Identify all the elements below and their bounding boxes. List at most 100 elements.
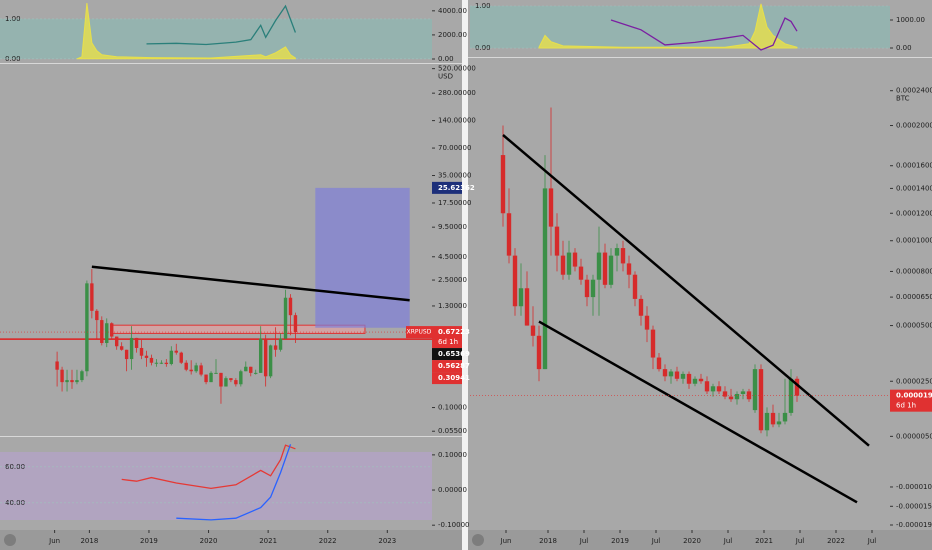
candle-body [144,355,149,358]
candle-body [680,373,686,379]
candle-body [139,347,144,356]
candle-body [530,325,536,336]
price-label-box [432,326,462,349]
x-tick-label: 2023 [378,537,396,545]
candle-body [542,188,548,370]
candle-body [746,391,752,400]
candle-body [698,378,704,382]
candle-body [75,380,79,383]
candle-body [258,338,263,373]
candle-body [506,213,512,256]
candle-body [536,335,542,370]
x-tick-label: Jul [579,537,589,545]
x-tick-label: Jul [795,537,805,545]
candle-body [632,274,638,299]
pane-axis-label: 1000.00 [896,16,925,24]
candle-body [638,298,644,316]
candle-body [244,366,248,372]
pane-axis-label: 4000.00 [438,7,467,15]
indicator-area [538,3,798,49]
symbol-label-box [406,326,432,339]
y-tick-label: 2.50000 [438,276,467,284]
candle-body [129,337,134,360]
x-tick-label: Jul [651,537,661,545]
candle-body [686,373,692,384]
x-tick-label: 2022 [319,537,337,545]
nav-icon[interactable] [4,534,16,546]
candle-body [194,365,198,372]
candle-body [590,279,596,298]
candle-body [70,380,74,383]
candle-body [620,248,626,264]
candle-body [80,371,84,381]
price-countdown: 6d 1h [438,338,458,346]
indicator-band [0,18,432,59]
pane-tick-label: 40.00 [5,499,25,507]
y-tick-label: 1.30000 [438,302,467,310]
candle-body [554,226,560,256]
x-tick-label: 2020 [200,537,218,545]
y-tick-label: 0.10000 [438,404,467,412]
candle-body [644,315,650,330]
pane-axis-label: 0.00000 [438,486,467,494]
candle-body [164,362,169,365]
candle-body [770,412,776,425]
candle-body [566,252,572,275]
candle-body [174,350,178,353]
candle-body [608,255,614,285]
candle-body [512,255,518,307]
candle-body [548,188,554,227]
indicator-line [121,444,296,490]
price-label: 0.67223 [438,328,470,336]
y-tick-label: 35.00000 [438,172,471,180]
candle-body [85,283,89,372]
y-tick-label: 140.00000 [438,117,476,125]
candle-body [710,386,716,392]
price-label-box [432,348,462,361]
candle-body [60,369,64,383]
candle-body [100,320,104,344]
candle-body [602,252,608,285]
rsi-band [0,452,432,520]
x-tick-label: 2019 [140,537,158,545]
nav-icon[interactable] [472,534,484,546]
indicator-line [146,4,297,46]
candle-body [278,338,283,350]
candle-body [283,297,288,339]
candle-body [114,336,119,347]
candle-body [782,412,788,422]
candle-body [234,380,238,385]
x-tick-label: Jul [723,537,733,545]
y-tick-label: 4.50000 [438,253,467,261]
x-tick-label: Jun [48,537,60,545]
candle-body [704,381,710,392]
candle-body [518,288,524,307]
candle-body [656,357,662,370]
trendline [538,320,858,504]
price-label-box [432,360,462,373]
price-countdown: 6d 1h [896,402,916,410]
candle-body [254,372,258,374]
candle-body [179,352,183,363]
candle-body [722,391,728,397]
long-position [315,187,410,328]
indicator-line [610,17,798,51]
x-tick-label: 2018 [80,537,98,545]
trendline [91,265,410,302]
y-tick-label: 280.00000 [438,89,476,97]
candle-body [209,372,213,383]
price-label-box [432,181,462,194]
candle-body [288,297,293,316]
candle-body [90,283,94,311]
pane-tick-label: 60.00 [5,463,25,471]
indicator-band [470,5,890,49]
candle-body [219,372,223,387]
